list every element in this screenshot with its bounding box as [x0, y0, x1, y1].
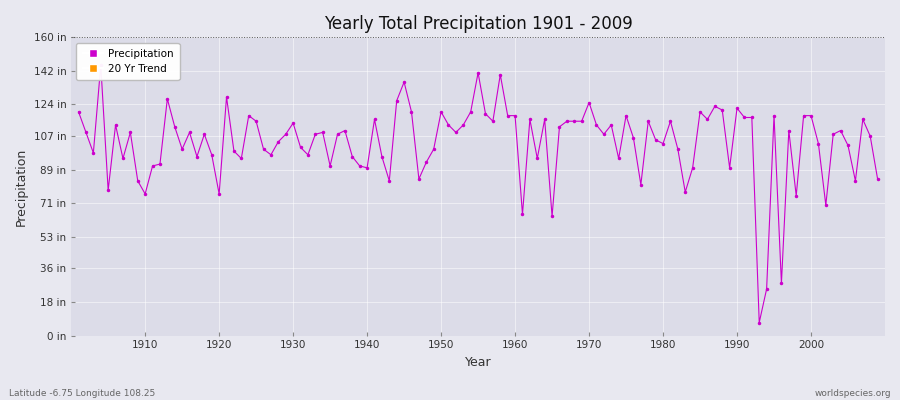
Text: worldspecies.org: worldspecies.org — [814, 389, 891, 398]
Title: Yearly Total Precipitation 1901 - 2009: Yearly Total Precipitation 1901 - 2009 — [324, 15, 633, 33]
X-axis label: Year: Year — [464, 356, 491, 369]
Y-axis label: Precipitation: Precipitation — [15, 147, 28, 226]
Legend: Precipitation, 20 Yr Trend: Precipitation, 20 Yr Trend — [76, 42, 179, 80]
Text: Latitude -6.75 Longitude 108.25: Latitude -6.75 Longitude 108.25 — [9, 389, 155, 398]
